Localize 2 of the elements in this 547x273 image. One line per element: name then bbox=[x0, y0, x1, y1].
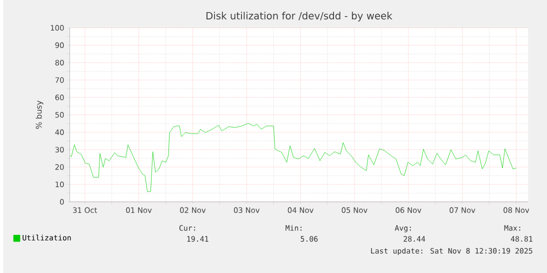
line-series bbox=[70, 122, 516, 192]
chart-title: Disk utilization for /dev/sdd - by week bbox=[206, 12, 392, 22]
